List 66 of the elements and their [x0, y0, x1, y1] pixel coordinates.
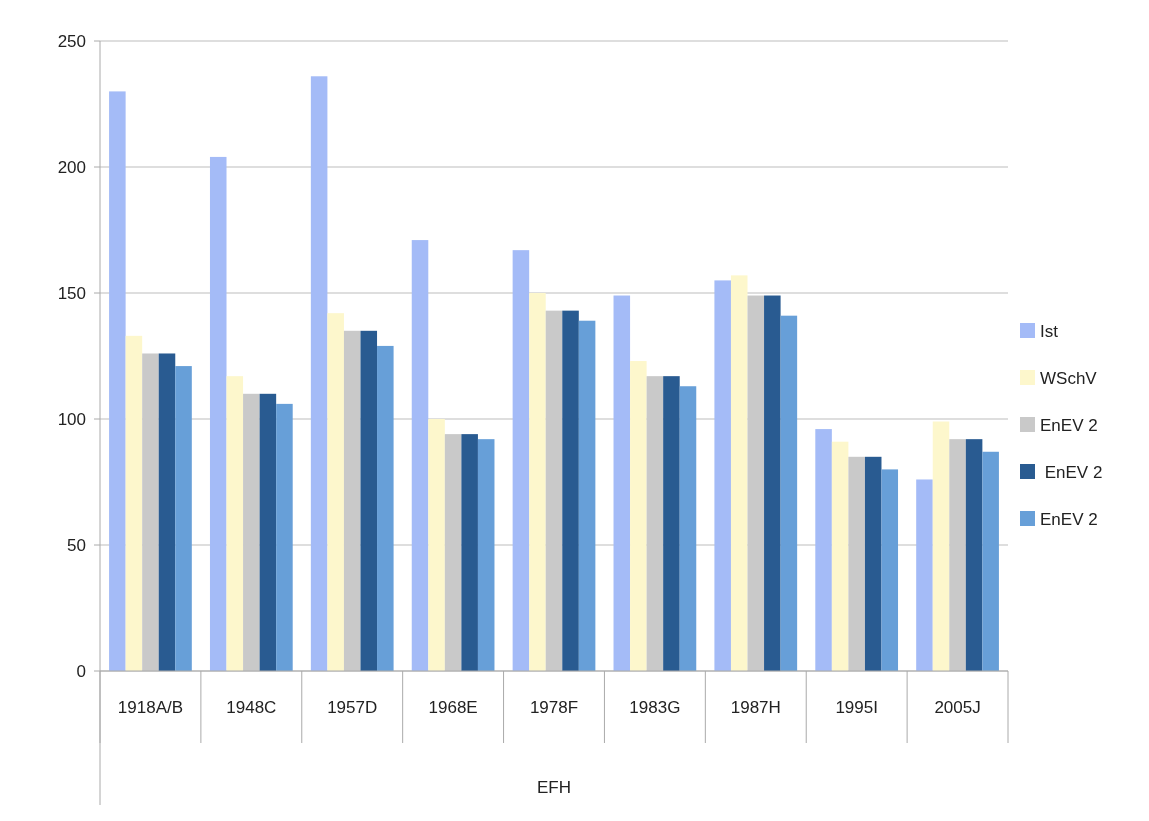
- bar: [679, 386, 697, 671]
- y-tick-label: 150: [57, 283, 86, 303]
- x-tick-label: 1983G: [629, 697, 681, 717]
- bar: [259, 393, 277, 671]
- bar: [109, 91, 126, 671]
- bar: [243, 393, 260, 671]
- x-axis-title: EFH: [537, 777, 571, 797]
- bar: [477, 439, 495, 671]
- bar: [949, 439, 966, 671]
- x-tick-label: 1957D: [327, 697, 378, 717]
- x-tick-label: 1968E: [428, 697, 478, 717]
- x-tick-label: 1987H: [730, 697, 781, 717]
- bar: [444, 434, 462, 671]
- bar: [864, 456, 882, 671]
- bar: [831, 441, 849, 671]
- bar: [630, 361, 647, 671]
- x-tick-label: 1948C: [226, 697, 277, 717]
- y-tick-label: 0: [76, 661, 86, 681]
- bar: [360, 330, 378, 671]
- x-tick-label: 1918A/B: [117, 697, 184, 717]
- bar: [714, 280, 731, 671]
- bar: [545, 310, 563, 671]
- bar: [310, 76, 328, 671]
- bar: [848, 456, 865, 671]
- bar: [142, 353, 159, 671]
- bar: [209, 156, 227, 671]
- y-tick-label: 50: [67, 535, 86, 555]
- bar: [125, 335, 143, 671]
- bar: [780, 315, 798, 671]
- bar: [327, 313, 344, 671]
- bar: [529, 293, 546, 671]
- legend-label: Ist: [1040, 321, 1059, 341]
- y-tick-label: 200: [57, 157, 86, 177]
- bar: [158, 353, 176, 671]
- legend-label: WSchV: [1040, 368, 1098, 388]
- bar: [276, 403, 293, 671]
- bar: [730, 275, 748, 671]
- bar: [965, 439, 983, 671]
- bar: [512, 250, 530, 671]
- bar: [411, 240, 429, 671]
- bar: [226, 376, 244, 671]
- y-tick-label: 100: [57, 409, 86, 429]
- legend-label: EnEV 2: [1040, 415, 1098, 435]
- x-tick-label: 1978F: [529, 697, 579, 717]
- bar: [175, 366, 192, 671]
- bar: [932, 421, 950, 671]
- bar: [562, 310, 579, 671]
- bar: [613, 295, 631, 671]
- bar: [764, 295, 781, 671]
- x-tick-label: 2005J: [934, 697, 981, 717]
- y-tick-label: 250: [57, 31, 86, 51]
- bar: [815, 429, 832, 671]
- bar: [663, 376, 680, 671]
- bar: [428, 419, 445, 671]
- bar: [646, 376, 664, 671]
- bar: [916, 479, 933, 671]
- bar: [982, 451, 999, 671]
- bar: [461, 434, 478, 671]
- x-tick-label: 1995I: [835, 697, 878, 717]
- bar: [881, 469, 899, 671]
- bar: [747, 295, 765, 671]
- legend-label: EnEV 2: [1040, 462, 1103, 482]
- legend-label: EnEV 2: [1040, 509, 1098, 529]
- bar: [343, 330, 361, 671]
- bar: [578, 320, 596, 671]
- bar: [377, 345, 394, 671]
